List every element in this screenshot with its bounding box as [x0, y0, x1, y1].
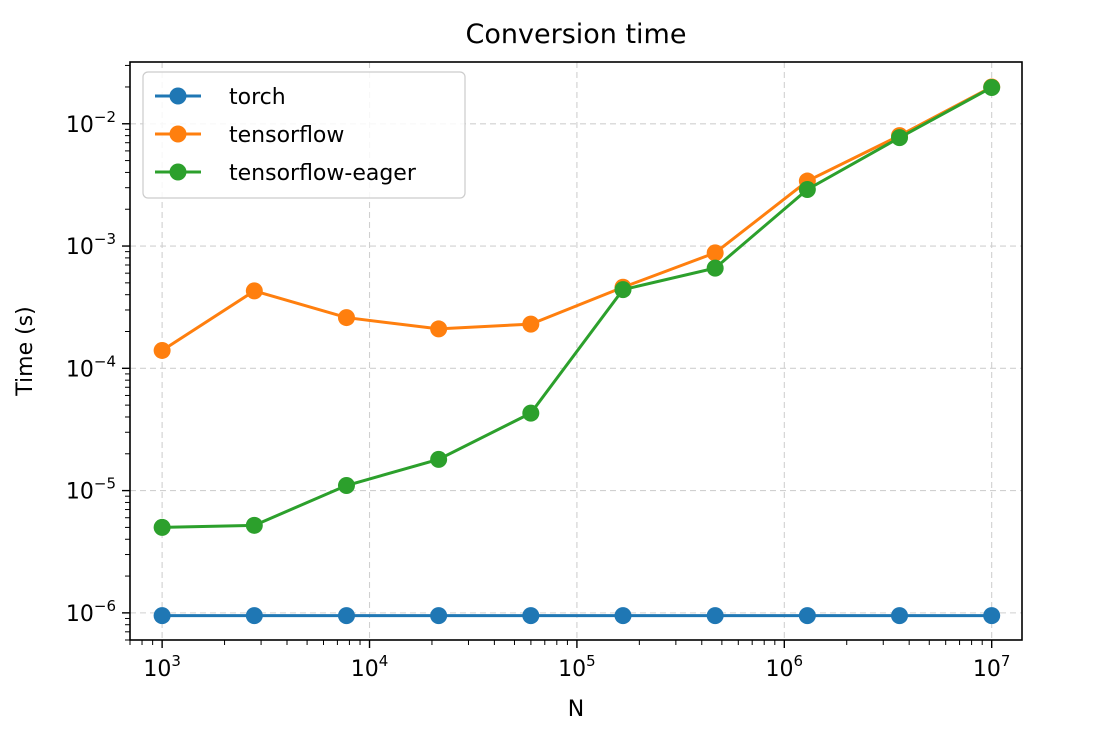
data-point-tensorflow — [430, 320, 448, 338]
data-point-tensorflow — [706, 244, 724, 262]
x-tick-label: 104 — [351, 652, 389, 682]
legend-label: tensorflow-eager — [229, 161, 417, 186]
y-tick-label: 10−5 — [66, 475, 116, 505]
data-point-torch — [522, 607, 540, 625]
data-point-tensorflow — [153, 341, 171, 359]
x-tick-label: 107 — [973, 652, 1011, 682]
x-axis: 103 104 105 106 107 — [129, 640, 1011, 682]
data-point-tensorflow — [337, 309, 355, 327]
data-point-tensorflow-eager — [337, 477, 355, 495]
grid — [130, 62, 1022, 640]
data-point-torch — [337, 607, 355, 625]
data-point-tensorflow-eager — [983, 78, 1001, 96]
legend-item-torch: torch — [155, 85, 286, 110]
data-point-tensorflow-eager — [891, 129, 909, 147]
data-point-torch — [798, 607, 816, 625]
data-point-tensorflow-eager — [522, 404, 540, 422]
y-axis: 10−6 10−5 10−4 10−3 10−2 — [66, 64, 130, 641]
series-line-tensorflow — [161, 85, 993, 352]
legend-marker — [169, 87, 187, 105]
legend-marker — [169, 125, 187, 143]
legend-item-tensorflow: tensorflow — [155, 123, 344, 148]
series-tensorflow-eager — [153, 78, 1001, 536]
x-axis-label: N — [568, 697, 584, 722]
x-tick-label: 103 — [143, 652, 181, 682]
chart-title: Conversion time — [466, 19, 687, 50]
data-point-torch — [891, 607, 909, 625]
data-point-torch — [245, 607, 263, 625]
data-point-torch — [430, 607, 448, 625]
series-line-tensorflow-eager — [162, 86, 993, 529]
data-point-tensorflow-eager — [245, 516, 263, 534]
y-tick-label: 10−3 — [66, 230, 116, 260]
data-point-tensorflow — [245, 282, 263, 300]
data-point-torch — [706, 607, 724, 625]
y-tick-label: 10−6 — [66, 597, 116, 627]
x-tick-label: 106 — [766, 652, 804, 682]
data-point-tensorflow-eager — [153, 518, 171, 536]
series-layer — [153, 78, 1001, 625]
legend-box — [142, 71, 466, 199]
data-point-torch — [153, 607, 171, 625]
legend-label: tensorflow — [229, 123, 344, 148]
x-tick-label: 105 — [558, 652, 596, 682]
legend-marker — [169, 163, 187, 181]
y-tick-label: 10−2 — [66, 108, 116, 138]
plot-frame — [129, 61, 1023, 641]
data-point-tensorflow-eager — [706, 259, 724, 277]
legend: torch tensorflow tensorflow-eager — [142, 71, 466, 199]
data-point-tensorflow-eager — [614, 281, 632, 299]
data-point-tensorflow — [522, 315, 540, 333]
data-point-tensorflow-eager — [430, 450, 448, 468]
legend-item-tensorflow-eager: tensorflow-eager — [155, 161, 417, 186]
legend-label: torch — [229, 85, 286, 110]
y-tick-label: 10−4 — [66, 352, 116, 382]
data-point-tensorflow-eager — [798, 181, 816, 199]
y-axis-label: Time (s) — [13, 306, 38, 396]
data-point-torch — [983, 607, 1001, 625]
data-point-torch — [614, 607, 632, 625]
series-torch — [153, 607, 1001, 625]
